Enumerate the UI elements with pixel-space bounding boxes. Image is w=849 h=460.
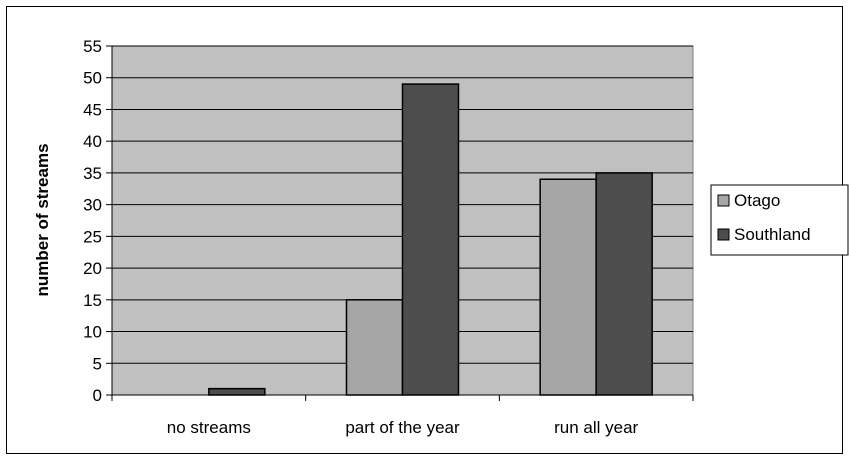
y-tick-label: 15 [83,291,102,310]
y-tick-label: 40 [83,132,102,151]
y-tick-label: 55 [83,37,102,56]
bar-southland-2 [401,83,460,396]
y-tick-label: 45 [83,100,102,119]
bar-southland-1 [208,387,266,396]
y-tick-label: 20 [83,259,102,278]
legend-swatch-otago [717,194,730,207]
bars [208,83,653,396]
bar-southland-3 [595,172,653,396]
x-category-label: run all year [554,418,638,437]
x-category-label: part of the year [345,418,460,437]
y-tick-label: 0 [93,386,102,405]
x-category-label: no streams [167,418,251,437]
legend-label-southland: Southland [734,225,811,244]
y-tick-label: 10 [83,323,102,342]
y-tick-label: 35 [83,164,102,183]
bar-otago-2 [345,299,404,396]
y-tick-label: 25 [83,227,102,246]
legend-box [710,184,849,256]
bar-otago-3 [539,178,597,396]
y-tick-label: 30 [83,196,102,215]
legend-label-otago: Otago [734,191,780,210]
y-tick-label: 50 [83,69,102,88]
legend: Otago Southland [710,184,849,256]
legend-swatch-southland [717,228,730,241]
x-ticks: no streams part of the year run all year [111,395,694,437]
y-axis-label: number of streams [33,143,52,296]
y-tick-label: 5 [93,354,102,373]
y-ticks: 0 5 10 15 20 25 30 35 40 45 50 55 [83,37,112,405]
